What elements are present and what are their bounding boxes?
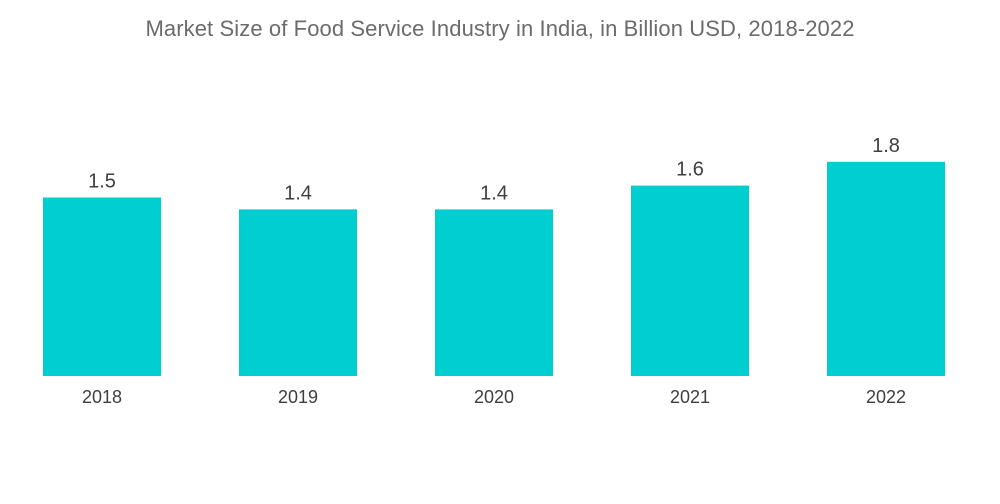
bar-2022: [827, 161, 945, 376]
bar-2019: [239, 209, 357, 376]
bars-group: [43, 161, 945, 376]
x-tick-2021: 2021: [670, 387, 710, 407]
x-tick-2019: 2019: [278, 387, 318, 407]
data-label-2019: 1.4: [284, 182, 312, 204]
bar-2020: [435, 209, 553, 376]
x-tick-labels-group: 2018 2019 2020 2021 2022: [82, 387, 906, 407]
x-tick-2020: 2020: [474, 387, 514, 407]
bar-2018: [43, 197, 161, 376]
bar-2021: [631, 185, 749, 376]
data-label-2021: 1.6: [676, 159, 704, 181]
chart-title: Market Size of Food Service Industry in …: [145, 16, 855, 41]
data-label-2020: 1.4: [480, 182, 508, 204]
x-tick-2022: 2022: [866, 387, 906, 407]
data-label-2022: 1.8: [872, 135, 900, 157]
data-labels-group: 1.5 1.4 1.4 1.6 1.8: [88, 135, 900, 205]
x-tick-2018: 2018: [82, 387, 122, 407]
data-label-2018: 1.5: [88, 171, 116, 193]
